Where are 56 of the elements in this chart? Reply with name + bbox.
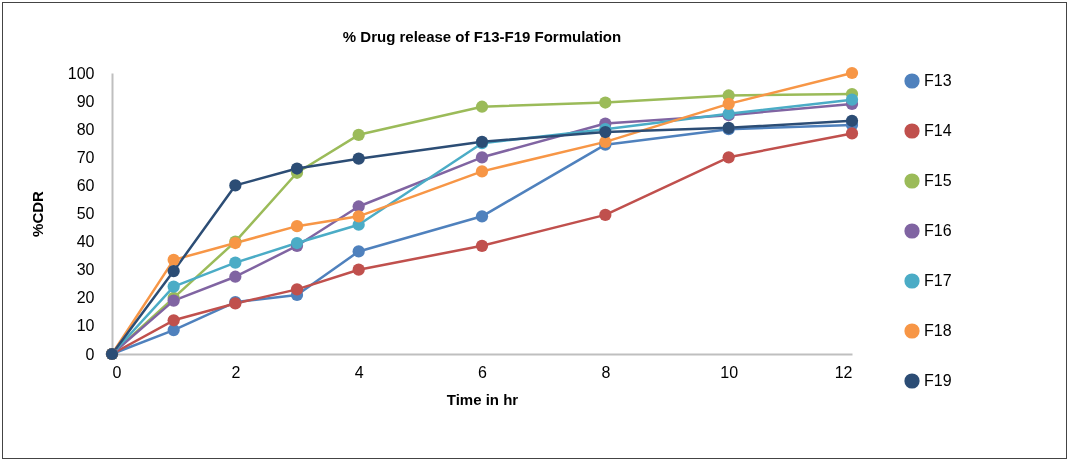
point [167,280,180,293]
legend-label: F15 [924,172,952,189]
legend-label: F16 [924,222,952,239]
y-tick-label: 0 [85,345,95,363]
point [290,220,304,233]
x-tick-label: 2 [231,363,241,381]
y-tick-label: 50 [76,205,95,222]
y-axis-title: %CDR [28,190,46,237]
point [352,152,365,165]
point [845,66,859,80]
point [722,97,735,111]
point [352,245,365,258]
point [475,100,489,113]
point [475,165,489,178]
x-tick-label: 6 [478,363,488,381]
y-tick-label: 40 [76,233,95,251]
point [352,263,365,276]
y-tick-label: 60 [76,176,95,194]
point [475,210,489,223]
point [352,210,365,223]
point [845,114,859,127]
x-tick-label: 4 [354,363,364,381]
point [475,239,489,252]
chart-title: % Drug release of F13-F19 Formulation [342,28,622,45]
x-tick-label: 8 [601,363,611,381]
point [599,96,612,109]
y-tick-label: 20 [76,289,95,307]
y-tick-label: 70 [76,148,95,166]
legend-label: F13 [924,72,952,89]
legend-label: F14 [924,122,952,139]
point [845,93,859,106]
point [229,179,242,192]
y-tick-label: 30 [76,261,95,279]
x-tick-label: 10 [720,363,739,381]
y-tick-label: 90 [76,92,95,110]
x-tick-label: 12 [834,363,853,381]
x-axis-title: Time in hr [446,390,519,408]
legend-label: F18 [924,322,952,339]
point [167,253,180,266]
x-tick-label: 0 [112,363,122,381]
point [599,208,612,222]
y-tick-label: 100 [67,64,95,82]
point [290,283,304,296]
point [845,127,859,140]
point [229,270,242,283]
point [290,162,304,175]
legend-label: F19 [924,372,952,389]
point [229,256,242,269]
point [722,151,735,164]
y-tick-label: 80 [76,120,95,138]
legend-label: F17 [924,272,952,289]
point [352,128,365,141]
point [475,151,489,164]
point [167,314,180,327]
y-tick-label: 10 [76,317,95,335]
point [167,264,180,278]
